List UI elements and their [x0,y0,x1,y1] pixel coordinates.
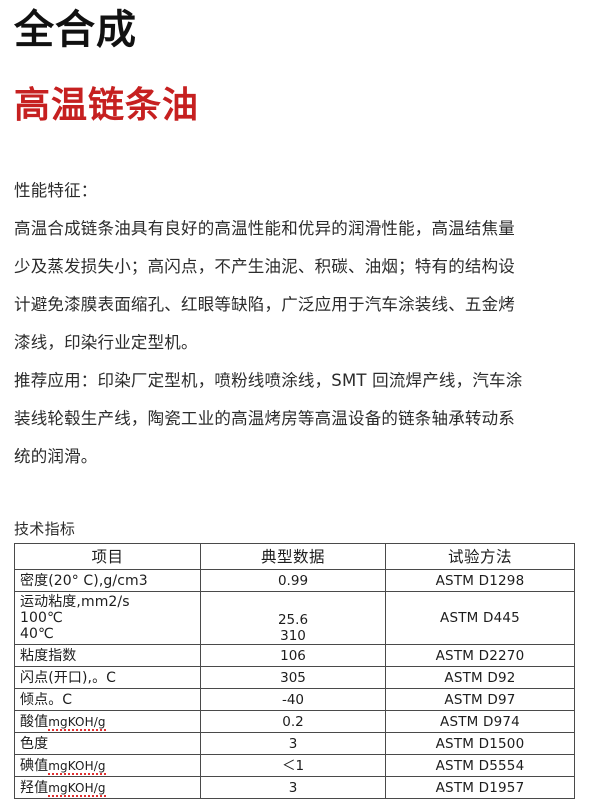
cell-item: 密度(20° C),g/cm3 [14,569,201,592]
cell-method: ASTM D2270 [385,644,575,667]
cell-item: 羟值mgKOH/g [14,776,201,799]
cell-value: 106 [200,644,386,667]
application-line-2: 装线轮毂生产线，陶瓷工业的高温烤房等高温设备的链条轴承转动系 [14,409,515,428]
table-row: 运动粘度,mm2/s 100℃ 40℃ 25.6 310 ASTM D445 [14,591,575,645]
application-line-1: 推荐应用：印染厂定型机，喷粉线喷涂线，SMT 回流焊产线，汽车涂 [14,371,523,390]
features-line-1: 高温合成链条油具有良好的高温性能和优异的润滑性能，高温结焦量 [14,219,515,238]
cell-value: 0.2 [200,710,386,733]
cell-item: 闪点(开口),。C [14,666,201,689]
cell-value: -40 [200,688,386,711]
item-unit: mgKOH/g [48,780,106,797]
cell-value: 305 [200,666,386,689]
table-row: 粘度指数 106 ASTM D2270 [14,644,575,667]
cell-method: ASTM D92 [385,666,575,689]
cell-method: ASTM D1500 [385,732,575,755]
cell-method: ASTM D445 [385,591,575,645]
cell-method: ASTM D97 [385,688,575,711]
table-row: 碘值mgKOH/g ＜1 ASTM D5554 [14,754,575,777]
features-line-4: 漆线，印染行业定型机。 [14,333,198,352]
spec-section-label: 技术指标 [14,520,76,538]
table-row: 酸值mgKOH/g 0.2 ASTM D974 [14,710,575,733]
column-header-method: 试验方法 [385,543,575,570]
table-header-row: 项目 典型数据 试验方法 [14,543,575,570]
body-copy: 性能特征： 高温合成链条油具有良好的高温性能和优异的润滑性能，高温结焦量 少及蒸… [14,172,586,476]
viscosity-label: 运动粘度,mm2/s [20,594,130,610]
cell-item: 粘度指数 [14,644,201,667]
cell-value: ＜1 [200,754,386,777]
item-unit: mgKOH/g [48,758,106,775]
cell-item: 酸值mgKOH/g [14,710,201,733]
column-header-item: 项目 [14,543,201,570]
item-label: 酸值 [20,713,49,730]
cell-value: 0.99 [200,569,386,592]
cell-method: ASTM D1298 [385,569,575,592]
cell-method: ASTM D5554 [385,754,575,777]
cell-value: 3 [200,732,386,755]
cell-item: 色度 [14,732,201,755]
spec-table-container: 项目 典型数据 试验方法 密度(20° C),g/cm3 0.99 ASTM D… [14,543,575,799]
cell-item: 碘值mgKOH/g [14,754,201,777]
cell-value-viscosity: 25.6 310 [200,591,386,645]
page-title-product: 高温链条油 [14,85,200,126]
viscosity-temp-40: 40℃ [20,626,54,642]
item-label: 羟值 [20,779,49,796]
cell-method: ASTM D1957 [385,776,575,799]
features-line-2: 少及蒸发损失小；高闪点，不产生油泥、积碳、油烟；特有的结构设 [14,257,515,276]
table-row: 闪点(开口),。C 305 ASTM D92 [14,666,575,689]
viscosity-value-100: 25.6 [277,612,309,628]
cell-item-viscosity: 运动粘度,mm2/s 100℃ 40℃ [14,591,201,645]
page-title-main: 全合成 [14,7,137,53]
cell-item: 倾点。C [14,688,201,711]
technical-spec-table: 项目 典型数据 试验方法 密度(20° C),g/cm3 0.99 ASTM D… [14,543,575,799]
table-row: 倾点。C -40 ASTM D97 [14,688,575,711]
table-row: 羟值mgKOH/g 3 ASTM D1957 [14,776,575,799]
viscosity-temp-100: 100℃ [20,610,63,626]
spacer [206,592,380,612]
cell-value: 3 [200,776,386,799]
application-line-3: 统的润滑。 [14,447,98,466]
features-heading: 性能特征： [14,181,98,200]
item-label: 碘值 [20,757,49,774]
item-unit: mgKOH/g [48,714,106,731]
features-line-3: 计避免漆膜表面缩孔、红眼等缺陷，广泛应用于汽车涂装线、五金烤 [14,295,515,314]
table-row: 密度(20° C),g/cm3 0.99 ASTM D1298 [14,569,575,592]
cell-method: ASTM D974 [385,710,575,733]
table-row: 色度 3 ASTM D1500 [14,732,575,755]
viscosity-value-40: 310 [280,628,306,644]
column-header-value: 典型数据 [200,543,386,570]
